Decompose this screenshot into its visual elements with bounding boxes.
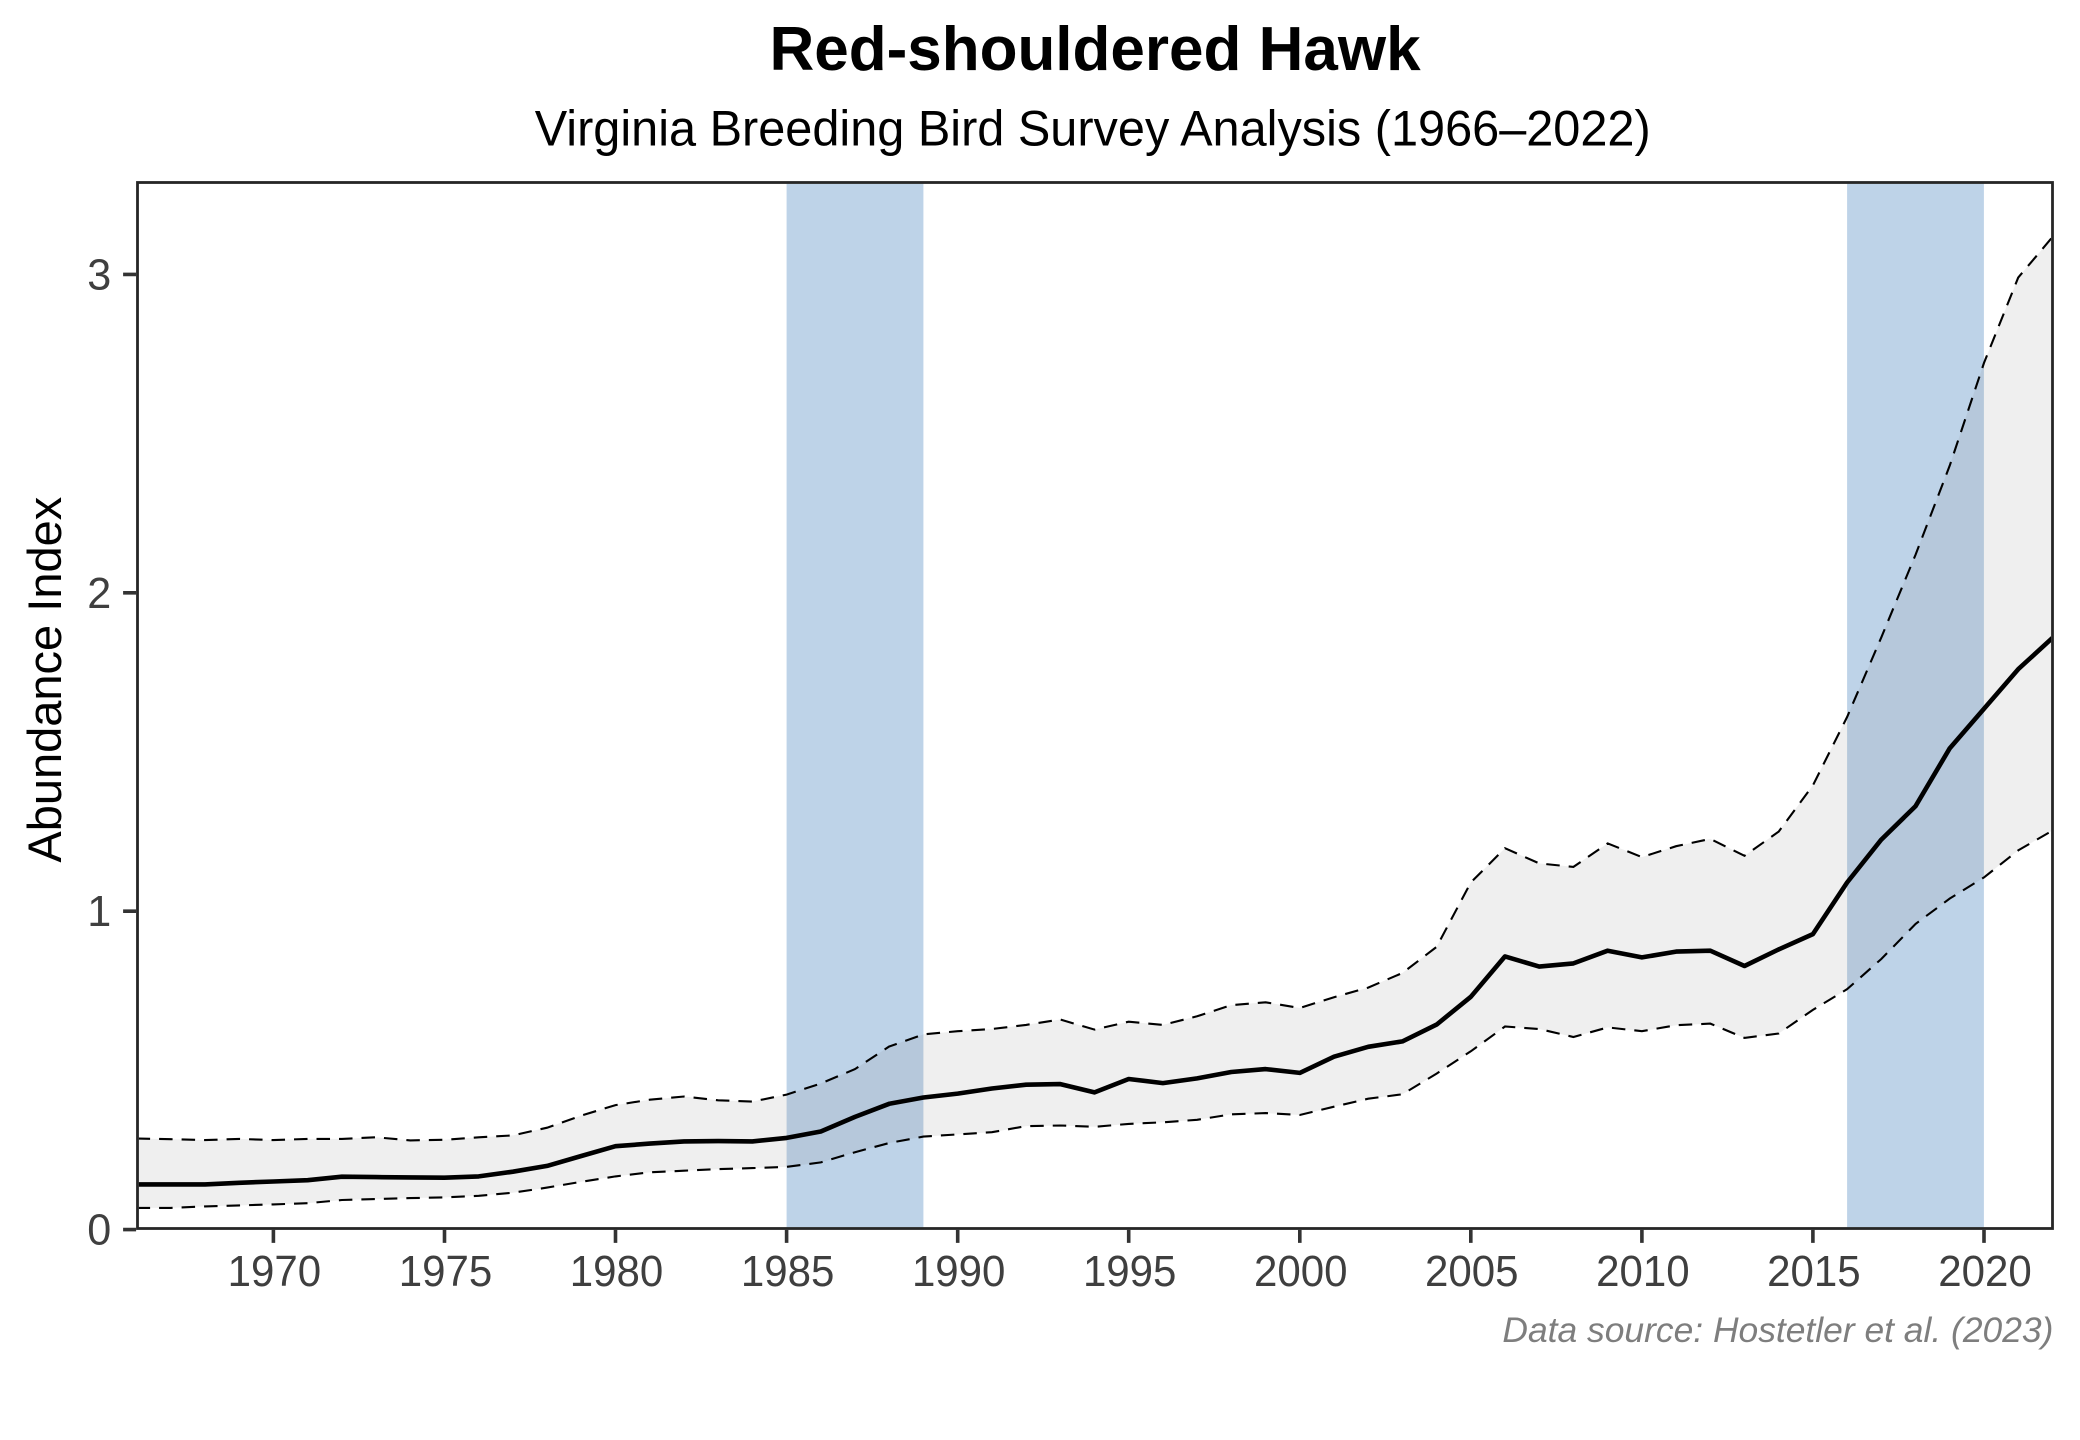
svg-text:Virginia Breeding Bird Survey: Virginia Breeding Bird Survey Analysis (… [535, 101, 1651, 157]
svg-text:1985: 1985 [741, 1248, 835, 1296]
svg-text:2: 2 [87, 570, 111, 618]
svg-text:Red-shouldered Hawk: Red-shouldered Hawk [769, 15, 1421, 84]
svg-text:2005: 2005 [1425, 1248, 1519, 1296]
svg-text:1: 1 [87, 888, 111, 936]
svg-text:3: 3 [87, 251, 111, 299]
svg-text:2010: 2010 [1596, 1248, 1690, 1296]
svg-text:Data source: Hostetler et al.: Data source: Hostetler et al. (2023) [1502, 1311, 2053, 1350]
svg-text:1970: 1970 [228, 1248, 322, 1296]
svg-text:1975: 1975 [399, 1248, 493, 1296]
svg-text:Abundance Index: Abundance Index [18, 497, 71, 863]
svg-text:0: 0 [87, 1207, 111, 1255]
svg-text:2020: 2020 [1938, 1248, 2032, 1296]
svg-text:2000: 2000 [1254, 1248, 1348, 1296]
svg-text:1980: 1980 [570, 1248, 664, 1296]
svg-text:2015: 2015 [1767, 1248, 1861, 1296]
svg-text:1995: 1995 [1083, 1248, 1177, 1296]
svg-text:1990: 1990 [912, 1248, 1006, 1296]
